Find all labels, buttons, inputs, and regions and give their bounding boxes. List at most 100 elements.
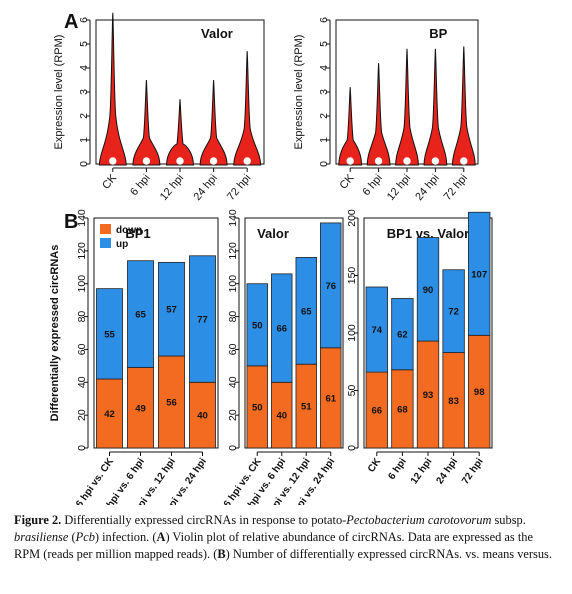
median-dot	[460, 157, 468, 165]
violin-shape	[338, 87, 363, 166]
median-dot	[243, 157, 251, 165]
x-tick-label: 24 hpi	[434, 456, 460, 486]
legend-swatch	[100, 224, 111, 234]
x-tick-label: 72 hpi	[225, 172, 253, 203]
median-dot	[403, 157, 411, 165]
caption-text-6: ) Number of differentially expressed cir…	[225, 547, 552, 561]
bar-up-value: 76	[325, 281, 336, 292]
y-axis-label: Differentially expressed circRNAs	[49, 245, 61, 422]
y-tick-label: 0	[318, 161, 330, 167]
caption-bold-b: B	[217, 547, 226, 561]
bar-up-value: 90	[423, 285, 434, 296]
bar-up	[468, 211, 491, 336]
y-axis-label: Expression level (RPM)	[293, 35, 305, 150]
y-tick-label: 5	[318, 41, 330, 47]
y-tick-label: 2	[318, 113, 330, 119]
median-dot	[346, 157, 354, 165]
violin-shape	[366, 63, 391, 166]
x-tick-label: 24 hpi	[191, 172, 219, 203]
bar-up-value: 74	[372, 325, 383, 336]
y-tick-label: 40	[76, 376, 88, 388]
bar-up	[127, 260, 154, 368]
bar-up-value: 77	[197, 315, 208, 326]
bar-up-value: 62	[397, 330, 408, 341]
median-dot	[209, 157, 218, 165]
bar-up	[189, 255, 216, 383]
bar-up	[365, 286, 388, 373]
bar-up-value: 107	[471, 269, 487, 280]
median-dot	[431, 157, 440, 165]
caption-text-1: Differentially expressed circRNAs in res…	[61, 513, 347, 527]
x-tick-label: 12 hpi	[385, 172, 413, 203]
plot-title: Valor	[257, 226, 289, 241]
caption-text-4: ) infection. (	[94, 530, 157, 544]
median-dot	[142, 157, 151, 165]
x-tick-label: 24 hpi	[413, 172, 441, 203]
x-tick-label: CK	[100, 172, 119, 192]
violin-shape	[98, 12, 127, 166]
bar-up	[96, 288, 123, 380]
violin-shape	[423, 48, 448, 166]
y-tick-label: 4	[318, 65, 330, 71]
y-tick-label: 3	[78, 89, 90, 95]
bar-up-value: 65	[301, 306, 312, 317]
bar-up	[416, 237, 440, 342]
x-tick-label: CK	[366, 456, 384, 475]
bar-chart-bp1: 0 20 40 60 80 100 120 140 BP1 Differentially expr…	[49, 209, 219, 505]
y-tick-label: 6	[318, 17, 330, 23]
bar-up	[320, 222, 342, 349]
bar-up-value: 66	[276, 324, 287, 335]
y-tick-label: 60	[227, 343, 239, 355]
y-tick-label: 100	[227, 275, 239, 293]
bar-up-value: 55	[104, 329, 115, 340]
x-tick-label: 12 hpi	[409, 456, 435, 486]
bar-up	[442, 269, 465, 353]
y-tick-label: 0	[227, 445, 239, 451]
y-tick-label: 0	[76, 445, 88, 451]
y-tick-label: 20	[76, 409, 88, 421]
x-tick-label: 6 hpi	[360, 172, 385, 198]
bar-down-value: 68	[397, 404, 408, 415]
violin-chart-valor: 0 1 2 3 4 5 6 Valor Expression level (RPM) CK 6 hp…	[53, 12, 265, 203]
caption-text-3: (	[68, 530, 76, 544]
legend-swatch	[100, 238, 111, 248]
bar-down	[96, 378, 123, 449]
median-dot	[109, 157, 117, 165]
bar-down-value: 49	[135, 403, 146, 414]
bar-down-value: 40	[197, 411, 208, 422]
figure-caption: Figure 2. Differentially expressed circR…	[14, 512, 562, 563]
plot-title: BP1 vs. Valor	[387, 226, 469, 241]
bar-up-value: 57	[166, 305, 177, 316]
bar-down-value: 98	[474, 387, 485, 398]
bar-up-value: 65	[135, 310, 146, 321]
caption-label: Figure 2.	[14, 513, 62, 527]
x-tick-label: CK	[337, 172, 356, 192]
plot-title: BP	[429, 26, 447, 41]
y-tick-label: 100	[346, 324, 358, 342]
x-tick-label: 72 hpi	[460, 456, 486, 486]
plot-title: BP1	[125, 226, 150, 241]
y-tick-label: 140	[76, 209, 88, 227]
bar-up	[158, 261, 185, 357]
bar-up-value: 50	[252, 320, 263, 331]
median-dot	[176, 157, 184, 165]
legend-label: up	[116, 239, 128, 250]
violin-chart-bp: 0 1 2 3 4 5 6 BP Expression level (RPM) CK 6 hpi 12…	[293, 17, 479, 203]
panel-label-b: B	[64, 211, 78, 233]
violin-shape	[233, 51, 262, 166]
caption-text-5: ) Violin plot of relative abundance of c…	[14, 530, 533, 561]
panel-label-a: A	[64, 11, 78, 33]
bar-down-value: 83	[448, 396, 459, 407]
median-dot	[374, 157, 383, 165]
y-tick-label: 100	[76, 275, 88, 293]
violin-shape	[166, 99, 194, 166]
y-tick-label: 40	[227, 376, 239, 388]
y-tick-label: 4	[78, 65, 90, 71]
x-tick-label: 6 hpi	[386, 456, 409, 482]
y-tick-label: 150	[346, 267, 358, 285]
y-tick-label: 2	[78, 113, 90, 119]
bar-down-value: 66	[372, 406, 383, 417]
y-tick-label: 5	[78, 41, 90, 47]
caption-italic-1: Pectobacterium carotovorum	[346, 513, 492, 527]
